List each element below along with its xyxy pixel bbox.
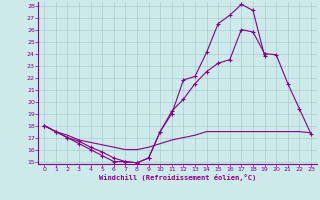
- X-axis label: Windchill (Refroidissement éolien,°C): Windchill (Refroidissement éolien,°C): [99, 174, 256, 181]
